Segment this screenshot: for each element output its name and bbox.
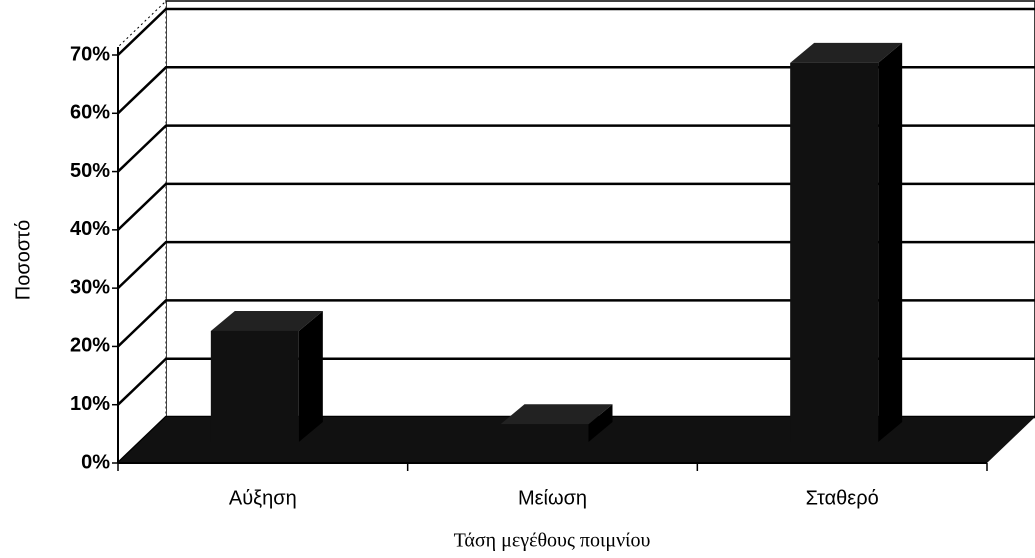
grid-line [117, 357, 1035, 406]
y-tick-label: 40% [70, 218, 110, 240]
grid-line [117, 7, 1035, 56]
side-wall [117, 0, 167, 465]
grid-line [117, 182, 1035, 231]
x-axis-label: Τάση μεγέθους ποιμνίου [454, 530, 651, 552]
bar-front [210, 330, 299, 442]
grid-line [117, 124, 1035, 173]
bar-top [500, 404, 613, 425]
bar [210, 310, 323, 442]
y-tick-label: 10% [70, 393, 110, 415]
bar-top [790, 42, 903, 63]
x-tick-label: Αύξηση [229, 487, 297, 509]
y-tick-label: 20% [70, 335, 110, 357]
y-axis-label: Ποσοστό [12, 220, 34, 300]
grid-line [117, 240, 1035, 290]
grid-line [117, 299, 1035, 348]
bar-side [298, 310, 323, 442]
bar [500, 404, 613, 442]
x-tick-label: Σταθερό [806, 487, 879, 509]
bar-side [588, 404, 613, 442]
bar-top [210, 310, 323, 331]
y-tick-label: 70% [70, 43, 110, 65]
y-tick-label: 60% [70, 102, 110, 124]
y-tick-label: 0% [81, 451, 110, 473]
y-tick-label: 50% [70, 160, 110, 182]
x-tick-label: Μείωση [518, 487, 587, 509]
y-tick-label: 30% [70, 276, 110, 298]
grid-line [117, 66, 1035, 115]
bar [790, 42, 903, 442]
bar-front [790, 62, 879, 442]
bar-side [878, 42, 903, 442]
bar-front [500, 424, 589, 442]
